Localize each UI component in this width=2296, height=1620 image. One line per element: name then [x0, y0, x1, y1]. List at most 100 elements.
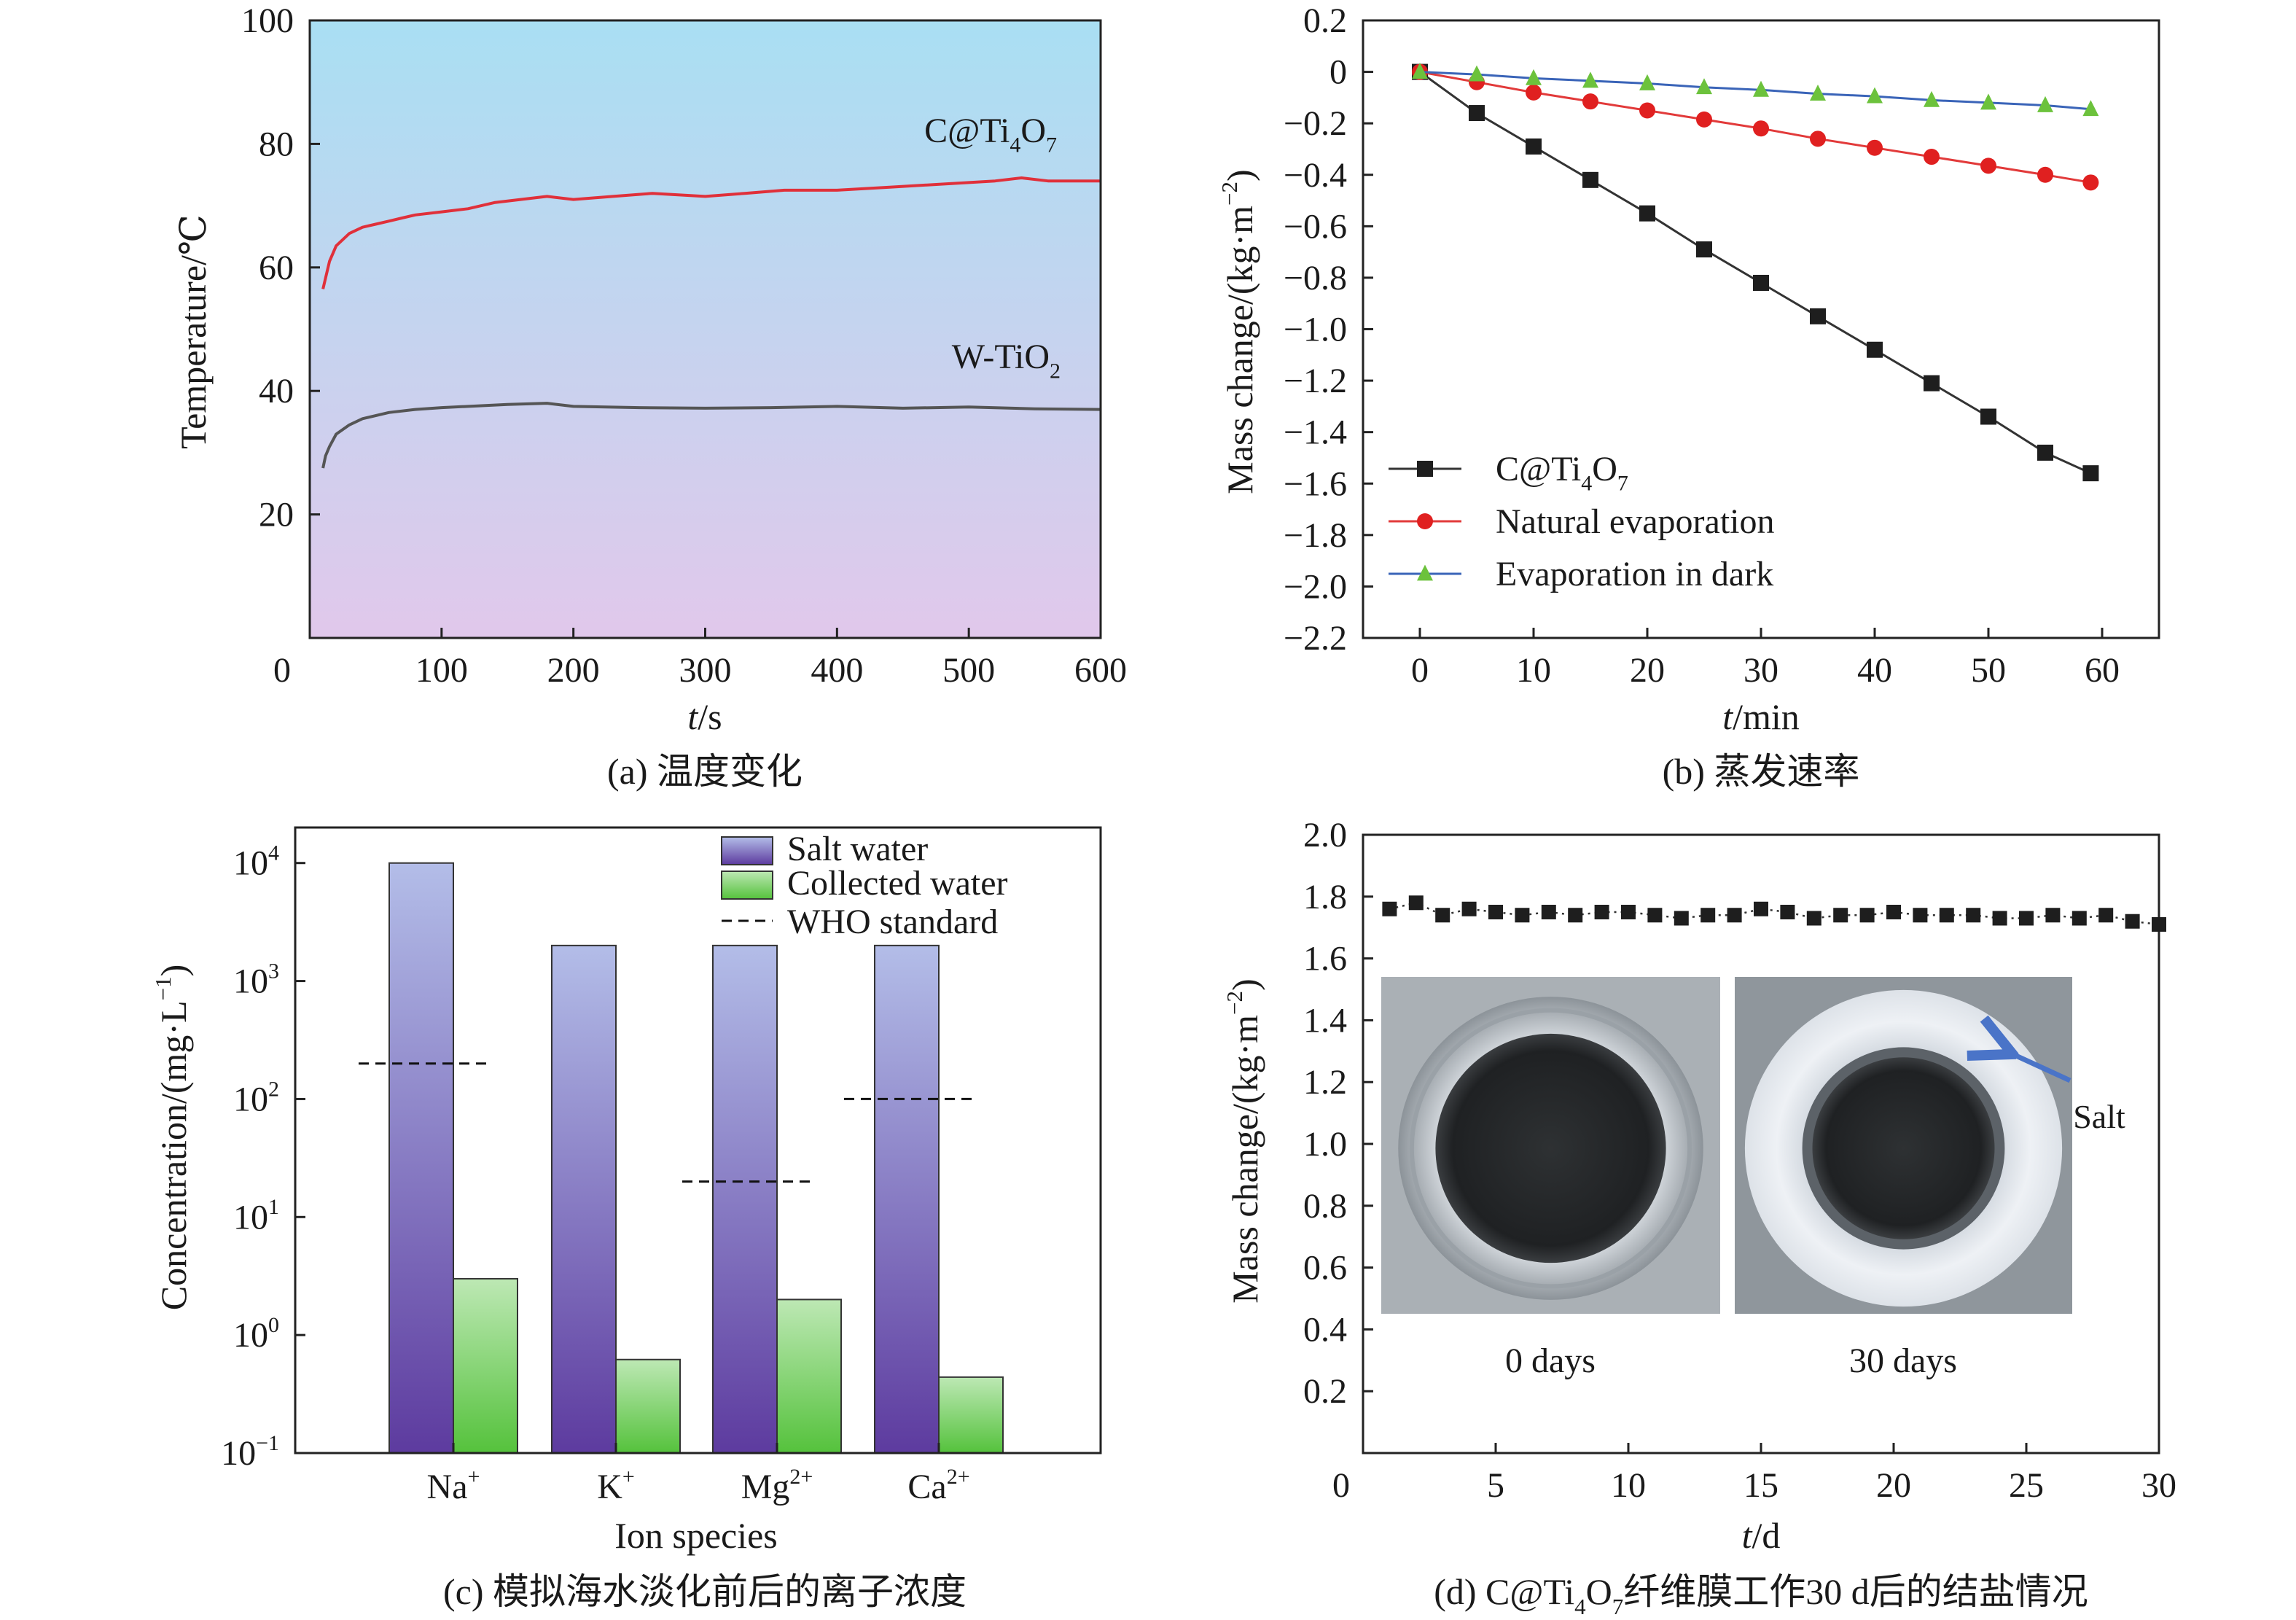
- y-tick-label: −1.2: [1284, 362, 1347, 400]
- x-tick-label: 15: [1744, 1466, 1778, 1505]
- x-category-label: Mg2+: [741, 1465, 813, 1506]
- series-c-ti4o7-point: [1753, 274, 1769, 291]
- x-tick-label: 20: [1630, 651, 1665, 690]
- data-point: [1939, 908, 1954, 923]
- plot-frame: [294, 826, 1102, 1455]
- data-point: [2125, 914, 2140, 929]
- data-point: [1727, 908, 1742, 923]
- series-natural-evaporation-point: [1526, 84, 1542, 101]
- y-tick-label: 0.4: [1303, 1310, 1347, 1349]
- data-point: [1913, 908, 1928, 923]
- data-point: [1859, 908, 1875, 923]
- series-natural-evaporation-point: [1639, 102, 1655, 119]
- x-tick-label: 500: [942, 651, 995, 690]
- panel-d-salt-stability-chart: 0 5 10 15 20 25 30 0.2 0.4 0.6 0.8 1.0 1.2 1.4 1.6 1.8 2…: [1222, 816, 2176, 1619]
- data-point: [1435, 908, 1450, 923]
- y-tick-label: −1.0: [1284, 311, 1347, 349]
- series-evaporation-in-dark-point: [1526, 69, 1542, 85]
- legend-label: Natural evaporation: [1496, 502, 1775, 541]
- x-tick-label: 0: [273, 651, 291, 690]
- bar-salt-water: [712, 944, 778, 1454]
- y-axis-label: Temperature/℃: [173, 214, 214, 449]
- data-point: [1408, 895, 1424, 911]
- series-evaporation-in-dark-point: [1810, 85, 1826, 101]
- x-axis-label: t/min: [1722, 696, 1800, 737]
- y-axis-label: Mass change/(kg·m−2): [1217, 169, 1260, 494]
- bar-collected-water: [938, 1376, 1004, 1455]
- legend-marker: [1417, 513, 1433, 529]
- series-c-ti4o7-point: [1526, 138, 1542, 155]
- bar-salt-water: [551, 944, 617, 1454]
- black-membrane: [1812, 1057, 1995, 1239]
- x-tick-label: 200: [547, 651, 600, 690]
- y-tick-label: 20: [259, 496, 294, 534]
- legend-swatch-salt-water: [721, 836, 773, 865]
- data-point: [2019, 911, 2034, 926]
- y-tick-label: −1.6: [1284, 464, 1347, 503]
- y-tick-label: −0.6: [1284, 207, 1347, 246]
- series-c-ti4o7-point: [2082, 465, 2099, 482]
- legend-label: WHO standard: [787, 903, 998, 941]
- data-point: [1780, 905, 1795, 919]
- series-evaporation-in-dark-point: [2082, 100, 2099, 117]
- photo-label-0-days: 0 days: [1505, 1341, 1596, 1380]
- series-c-ti4o7-point: [2037, 444, 2053, 461]
- series-natural-evaporation-point: [2082, 174, 2099, 191]
- y-tick-label: 1.4: [1303, 1001, 1347, 1040]
- salt-arrow: [2008, 1052, 2072, 1083]
- y-tick-label: 1.0: [1303, 1125, 1347, 1164]
- salt-annotation: Salt: [2073, 1098, 2125, 1135]
- series-evaporation-in-dark-point: [1924, 90, 1940, 107]
- bar-collected-water: [776, 1298, 842, 1455]
- data-point: [1647, 908, 1663, 923]
- series-evaporation-in-dark-point: [2037, 96, 2053, 112]
- y-tick-label: 2.0: [1303, 816, 1347, 854]
- data-point: [1833, 908, 1848, 923]
- panel-caption: (d) C@Ti4O7纤维膜工作30 d后的结盐情况: [1434, 1571, 2088, 1619]
- y-tick-label: 104: [233, 841, 279, 883]
- series-c-ti4o7-point: [1696, 241, 1712, 258]
- x-tick-label: 600: [1074, 651, 1127, 690]
- y-tick-label: 0: [1329, 53, 1347, 92]
- x-tick-label: 60: [2085, 651, 2120, 690]
- data-point: [2098, 908, 2114, 923]
- legend-marker: [1417, 564, 1433, 581]
- data-point: [1515, 908, 1530, 923]
- black-membrane: [1435, 1033, 1666, 1263]
- panel-c-ion-concentration-chart: Na+ K+ Mg2+ Ca2+ 104 103 102 101 100 10−1 Salt wat…: [150, 826, 1102, 1612]
- y-tick-label: 60: [259, 249, 294, 287]
- data-point: [1568, 908, 1583, 923]
- y-tick-label: −2.0: [1284, 567, 1347, 606]
- data-point: [1461, 901, 1477, 916]
- series-natural-evaporation-point: [1696, 111, 1712, 128]
- photo-label-30-days: 30 days: [1849, 1341, 1957, 1380]
- panel-caption: (b) 蒸发速率: [1663, 751, 1860, 792]
- legend-label: Salt water: [787, 830, 928, 868]
- dish-rim: [1409, 1008, 1692, 1289]
- series-evaporation-in-dark-point: [1980, 93, 1996, 110]
- y-tick-label: 0.2: [1303, 1372, 1347, 1411]
- data-point: [2072, 911, 2087, 926]
- series-c-ti4o7-point: [1980, 408, 1996, 425]
- y-tick-label: 0.2: [1303, 1, 1347, 40]
- y-tick-label: 100: [241, 1, 294, 40]
- series-evaporation-in-dark-point: [1582, 71, 1598, 88]
- x-category-label: Na+: [427, 1465, 480, 1506]
- y-tick-label: −0.4: [1284, 156, 1347, 195]
- y-tick-label: 101: [233, 1195, 279, 1237]
- data-point: [1992, 911, 2007, 926]
- bar-salt-water: [874, 944, 940, 1454]
- data-point: [1674, 911, 1689, 926]
- y-tick-label: 1.8: [1303, 878, 1347, 916]
- x-tick-label: 25: [2009, 1466, 2044, 1505]
- x-tick-label: 100: [415, 651, 468, 690]
- y-tick-label: 10−1: [221, 1431, 279, 1473]
- series-label-w-tio2: W-TiO2: [952, 338, 1061, 383]
- x-tick-label: 30: [1744, 651, 1778, 690]
- series-c-ti4o7-point: [1582, 171, 1598, 188]
- panel-caption: (a) 温度变化: [607, 751, 803, 792]
- x-axis-label: Ion species: [614, 1515, 778, 1556]
- panel-caption: (c) 模拟海水淡化前后的离子浓度: [443, 1571, 967, 1612]
- series-evaporation-in-dark-point: [1639, 74, 1655, 90]
- series-evaporation-in-dark-point: [1696, 78, 1712, 95]
